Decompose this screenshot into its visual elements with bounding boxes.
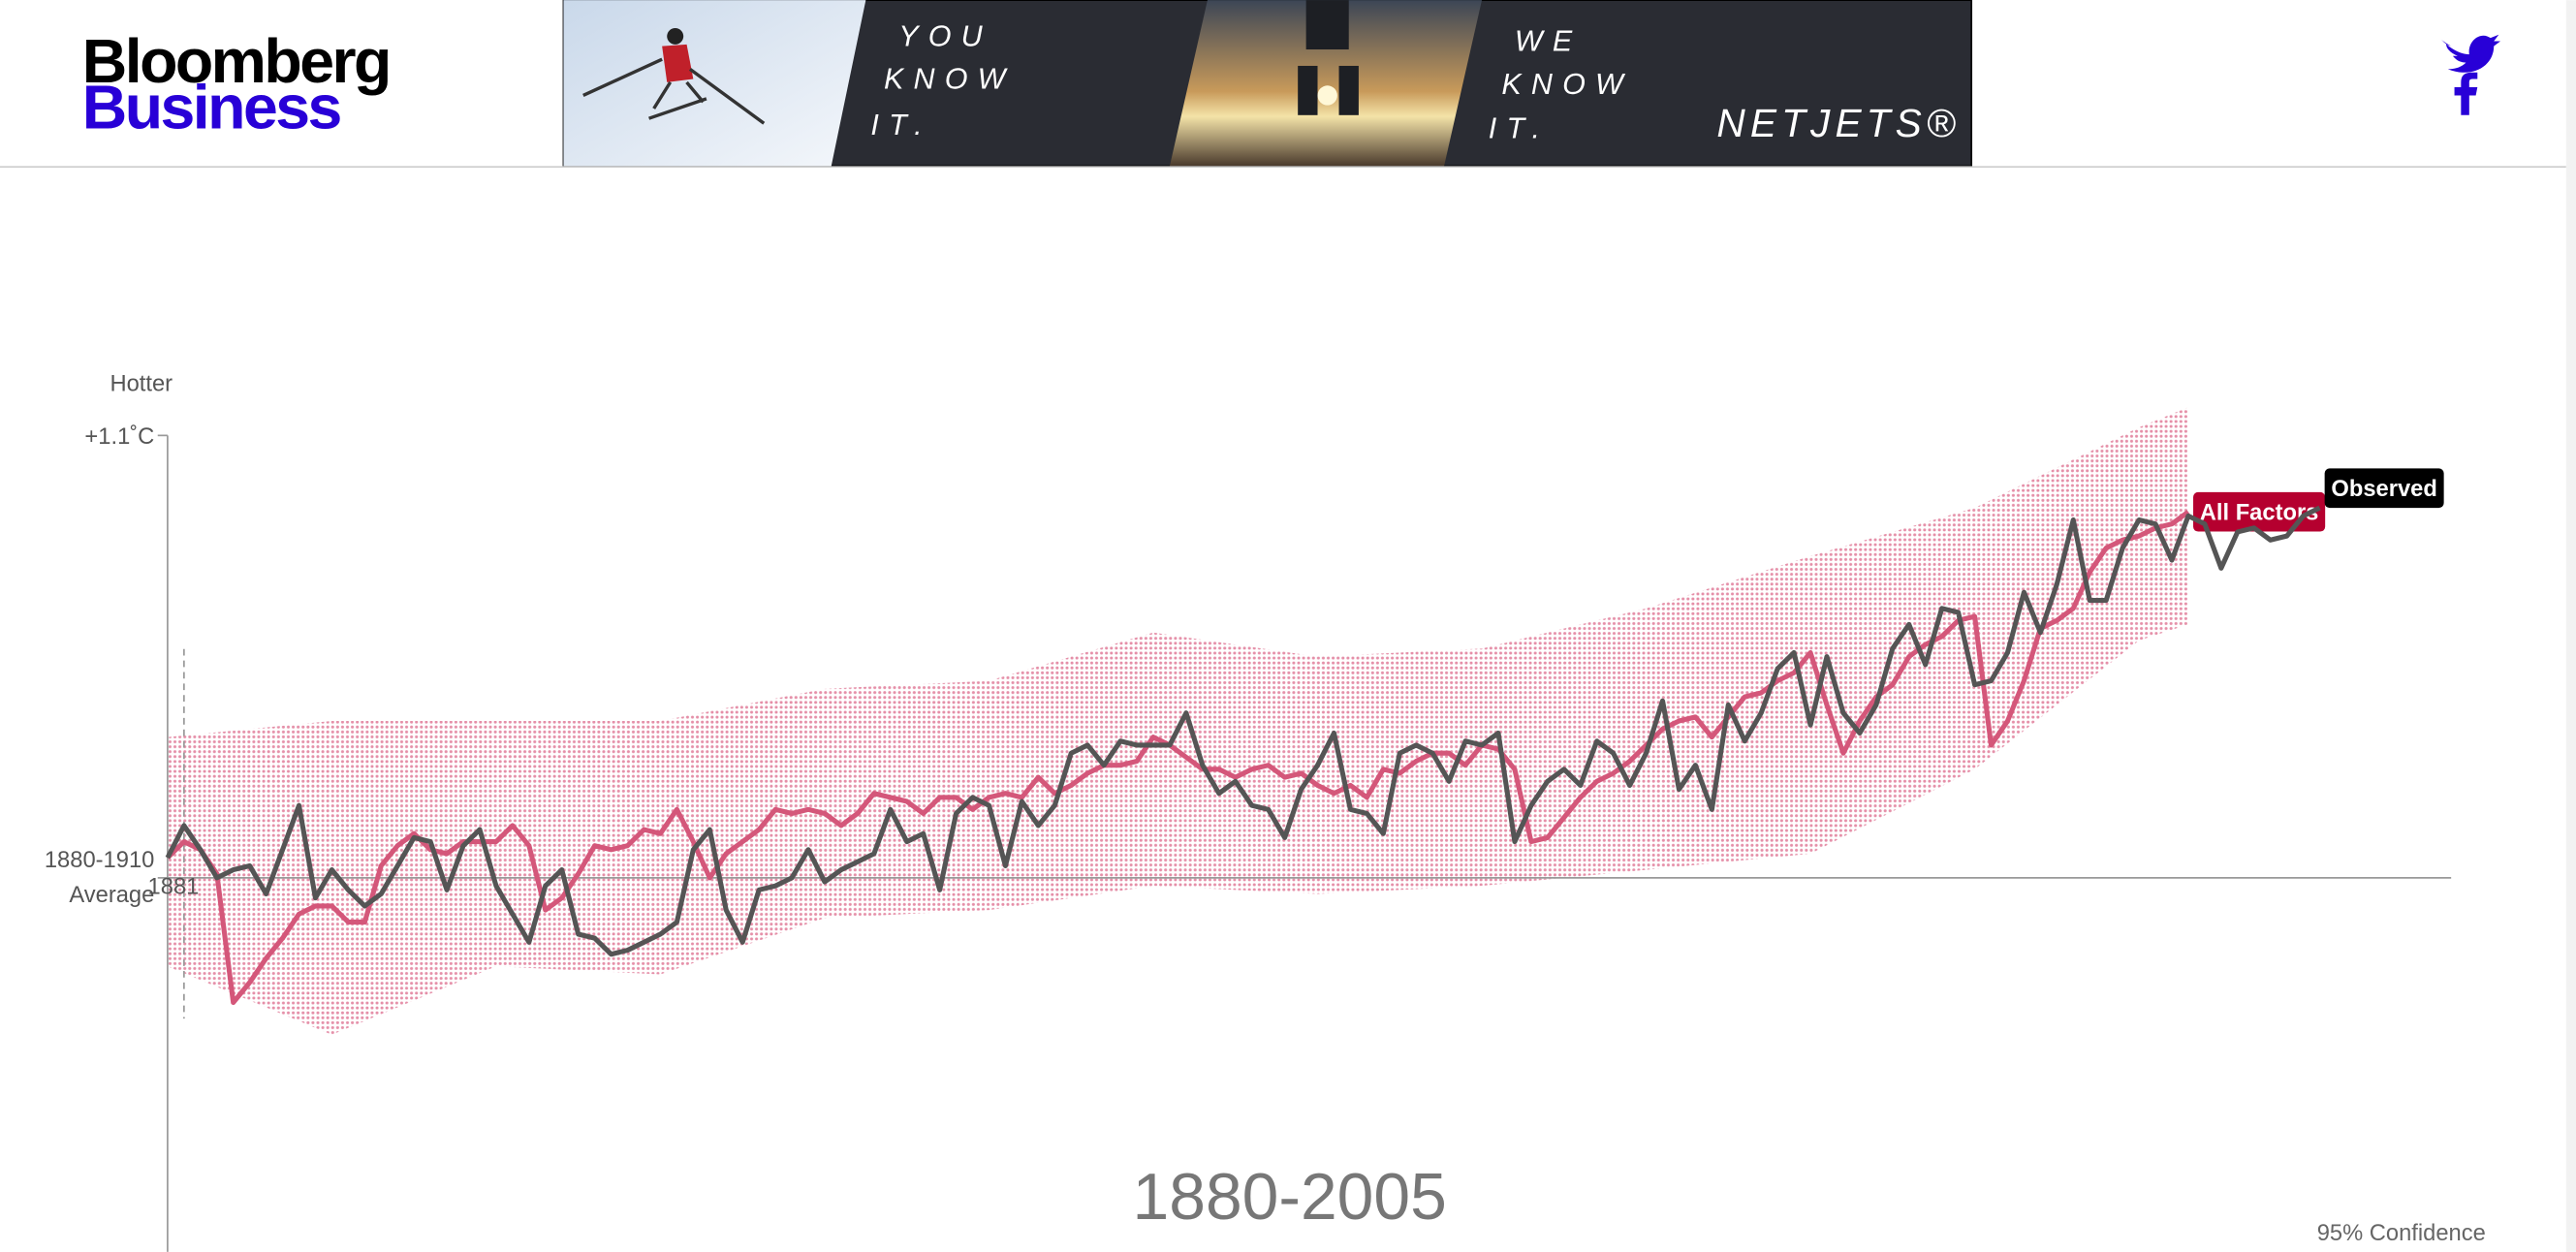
ad-line: IT.: [870, 109, 931, 141]
confidence-band: [167, 407, 2188, 1035]
scrollbar: [2565, 0, 2576, 1252]
jet-gear: [1298, 0, 1359, 115]
skier: [582, 27, 766, 125]
ad-line: YOU: [898, 20, 992, 53]
y-annotation: Hotter: [110, 372, 173, 397]
twitter-icon[interactable]: [2440, 34, 2501, 73]
series-label-box: [2324, 468, 2444, 509]
ad-brand: NETJETS®: [1716, 101, 1960, 145]
y-tick-label: 1880-1910 Average: [44, 846, 155, 908]
y-tick-label-box: 1880-1910 Average: [44, 846, 155, 908]
series-line: [166, 510, 2190, 1006]
y-tick-label-box: +1.1˚C: [84, 421, 155, 449]
logo-line1: Bloomberg: [82, 26, 390, 96]
ad-line: KNOW: [884, 63, 1016, 96]
ad-photo-skier: [563, 0, 866, 167]
ad-banner[interactable]: YOU KNOW IT. WE KNOW IT. NETJETS®: [562, 0, 1973, 168]
ad-line: WE: [1515, 25, 1582, 58]
y-tick-label: +1.1˚C: [84, 421, 155, 449]
ad-text: YOU KNOW IT. WE KNOW IT. NETJETS®: [870, 20, 1960, 145]
ad-line: IT.: [1489, 112, 1550, 145]
year-marker-label: 1881: [148, 874, 200, 899]
series-line: [165, 505, 2321, 957]
chart-title: 1880-2005: [1133, 1161, 1447, 1234]
chart: Hotter 1880-2005 95% Confidence +1.1˚C 188…: [44, 372, 2486, 1252]
logo[interactable]: Bloomberg Business: [82, 26, 393, 141]
ad-line: KNOW: [1501, 68, 1633, 101]
series-label: Observed: [2331, 477, 2436, 502]
confidence-label: 95% Confidence: [2317, 1221, 2486, 1246]
series-label-box: [2193, 491, 2326, 532]
facebook-icon[interactable]: [2454, 72, 2478, 115]
logo-line2: Business: [82, 72, 341, 141]
ad-photo-jet: [1169, 0, 1483, 167]
